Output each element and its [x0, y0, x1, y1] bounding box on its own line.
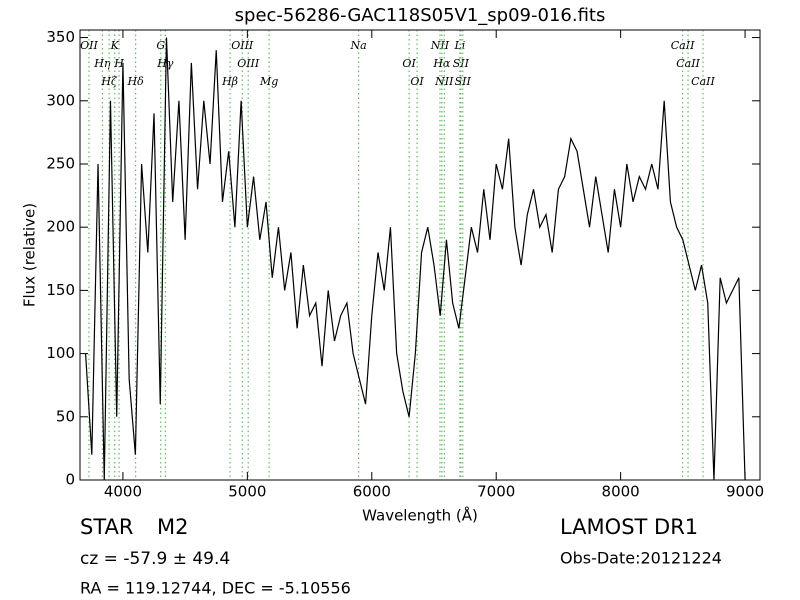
spectral-line-label: NII: [430, 39, 450, 52]
spectral-line-label: SII: [455, 75, 472, 88]
x-tick-label: 9000: [726, 483, 764, 501]
spectral-line-label: Hβ: [221, 75, 238, 88]
y-tick-label: 0: [65, 471, 75, 489]
x-tick-label: 7000: [477, 483, 515, 501]
spectral-line-label: Hη: [93, 57, 111, 70]
spectrum: [85, 37, 746, 480]
x-tick-label: 8000: [602, 483, 640, 501]
spectral-line-label: CaII: [676, 57, 700, 70]
x-tick-label: 4000: [104, 483, 142, 501]
y-tick-label: 200: [46, 218, 75, 236]
y-tick-label: 250: [46, 154, 75, 172]
coordinates: RA = 119.12744, DEC = -5.10556: [80, 579, 351, 598]
chart-title: spec-56286-GAC118S05V1_sp09-016.fits: [235, 5, 606, 26]
spectral-line-label: CaII: [671, 39, 695, 52]
obs-date: Obs-Date:20121224: [560, 549, 722, 568]
x-tick-label: 6000: [353, 483, 391, 501]
y-tick-label: 150: [46, 281, 75, 299]
y-tick-label: 350: [46, 28, 75, 46]
spectral-line-label: Hγ: [156, 57, 174, 70]
spectral-line-label: Li: [453, 39, 465, 52]
spectral-line-label: Hα: [432, 57, 451, 70]
spectral-line-label: CaII: [691, 75, 715, 88]
spectral-line-label: K: [110, 39, 120, 52]
spectral-line-label: OI: [402, 57, 416, 70]
spectral-line-label: OIII: [231, 39, 254, 52]
spectral-line-label: NII: [434, 75, 454, 88]
spectral-line-label: Hδ: [127, 75, 145, 88]
spectral-line-label: Na: [350, 39, 367, 52]
subclass-label: M2: [157, 515, 188, 539]
y-tick-label: 300: [46, 91, 75, 109]
spectral-line-label: OII: [80, 39, 98, 52]
survey: LAMOST DR1: [560, 515, 698, 539]
x-axis-label: Wavelength (Å): [362, 506, 478, 525]
y-tick-label: 50: [56, 407, 75, 425]
spectral-line-label: OIII: [237, 57, 260, 70]
plot-frame: [79, 29, 761, 481]
y-axis-label: Flux (relative): [21, 203, 39, 307]
class-label: STAR: [80, 515, 133, 539]
y-tick-label: 100: [46, 344, 75, 362]
x-tick-label: 5000: [228, 483, 266, 501]
spectral-line-label: Hζ: [100, 75, 118, 88]
spectral-line-label: Mg: [259, 75, 278, 88]
redshift: cz = -57.9 ± 49.4: [80, 549, 230, 569]
spectral-line-label: OI: [410, 75, 424, 88]
spectral-line-label: SII: [453, 57, 470, 70]
spectral-line-label: H: [113, 57, 124, 70]
spectral-line-label: G: [156, 39, 165, 52]
